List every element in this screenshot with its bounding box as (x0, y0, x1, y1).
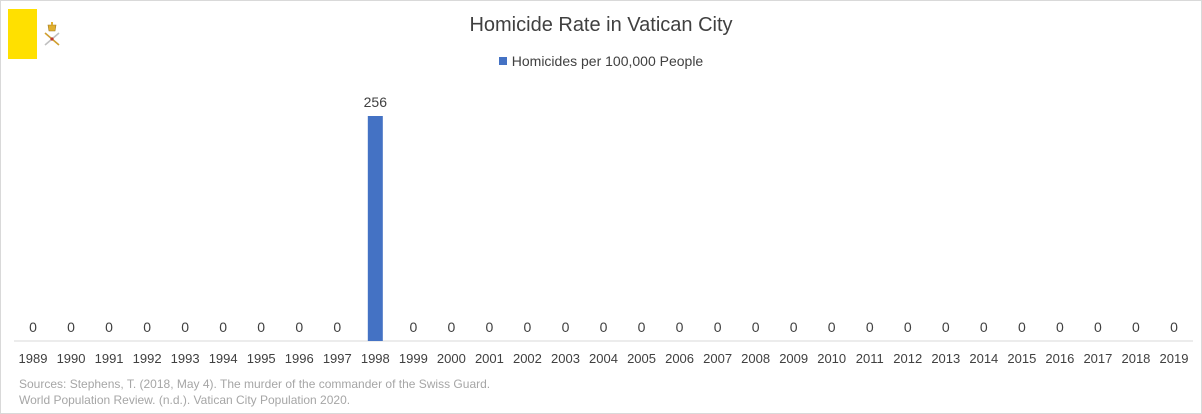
data-label-2019: 0 (1170, 319, 1178, 335)
data-label-2010: 0 (828, 319, 836, 335)
chart-title: Homicide Rate in Vatican City (469, 14, 733, 36)
x-tick-label-2018: 2018 (1121, 351, 1150, 366)
bar-1998 (367, 116, 383, 341)
data-label-1998: 256 (364, 94, 388, 110)
x-tick-label-2009: 2009 (779, 351, 808, 366)
x-tick-label-1999: 1999 (399, 351, 428, 366)
data-label-1999: 0 (409, 319, 417, 335)
data-label-2007: 0 (714, 319, 722, 335)
x-tick-label-2002: 2002 (513, 351, 542, 366)
x-tick-label-1997: 1997 (323, 351, 352, 366)
data-label-1996: 0 (295, 319, 303, 335)
data-label-2018: 0 (1132, 319, 1140, 335)
x-tick-label-1994: 1994 (209, 351, 238, 366)
x-tick-label-2006: 2006 (665, 351, 694, 366)
x-tick-label-2011: 2011 (856, 351, 884, 366)
x-tick-label-1993: 1993 (171, 351, 200, 366)
x-tick-label-1989: 1989 (19, 351, 48, 366)
x-tick-label-2015: 2015 (1007, 351, 1036, 366)
data-label-2006: 0 (676, 319, 684, 335)
x-tick-label-2013: 2013 (931, 351, 960, 366)
vatican-flag-icon (8, 9, 68, 59)
legend-swatch (498, 57, 507, 65)
data-label-2013: 0 (942, 319, 950, 335)
data-label-2008: 0 (752, 319, 760, 335)
data-label-2002: 0 (524, 319, 532, 335)
data-label-1992: 0 (143, 319, 151, 335)
x-tick-label-2007: 2007 (703, 351, 732, 366)
x-tick-label-2017: 2017 (1083, 351, 1112, 366)
x-tick-label-1990: 1990 (57, 351, 86, 366)
data-label-2017: 0 (1094, 319, 1102, 335)
data-label-2011: 0 (866, 319, 874, 335)
x-tick-label-2005: 2005 (627, 351, 656, 366)
data-label-1997: 0 (333, 319, 341, 335)
data-label-2001: 0 (486, 319, 494, 335)
source-line-1: Sources: Stephens, T. (2018, May 4). The… (19, 377, 491, 391)
data-label-2014: 0 (980, 319, 988, 335)
x-tick-label-1996: 1996 (285, 351, 314, 366)
x-tick-label-2016: 2016 (1045, 351, 1074, 366)
x-tick-label-2003: 2003 (551, 351, 580, 366)
x-tick-label-2019: 2019 (1160, 351, 1189, 366)
data-label-1991: 0 (105, 319, 113, 335)
x-tick-label-1991: 1991 (95, 351, 124, 366)
data-label-1990: 0 (67, 319, 75, 335)
data-label-1995: 0 (257, 319, 265, 335)
x-tick-label-2014: 2014 (969, 351, 998, 366)
data-label-2009: 0 (790, 319, 798, 335)
x-tick-label-2001: 2001 (475, 351, 504, 366)
legend-label: Homicides per 100,000 People (511, 53, 704, 69)
data-label-2000: 0 (447, 319, 455, 335)
x-tick-label-2010: 2010 (817, 351, 846, 366)
x-tick-label-1995: 1995 (247, 351, 276, 366)
data-label-1989: 0 (29, 319, 37, 335)
x-tick-label-1992: 1992 (133, 351, 162, 366)
data-label-2005: 0 (638, 319, 646, 335)
x-tick-label-2000: 2000 (437, 351, 466, 366)
x-tick-label-1998: 1998 (361, 351, 390, 366)
x-tick-label-2004: 2004 (589, 351, 618, 366)
chart-legend: Homicides per 100,000 People (1, 53, 1201, 69)
data-label-2012: 0 (904, 319, 912, 335)
data-label-2015: 0 (1018, 319, 1026, 335)
source-line-2: World Population Review. (n.d.). Vatican… (19, 393, 351, 407)
data-label-2003: 0 (562, 319, 570, 335)
data-label-1993: 0 (181, 319, 189, 335)
data-label-1994: 0 (219, 319, 227, 335)
x-tick-label-2012: 2012 (893, 351, 922, 366)
x-tick-label-2008: 2008 (741, 351, 770, 366)
data-label-2016: 0 (1056, 319, 1064, 335)
data-label-2004: 0 (600, 319, 608, 335)
